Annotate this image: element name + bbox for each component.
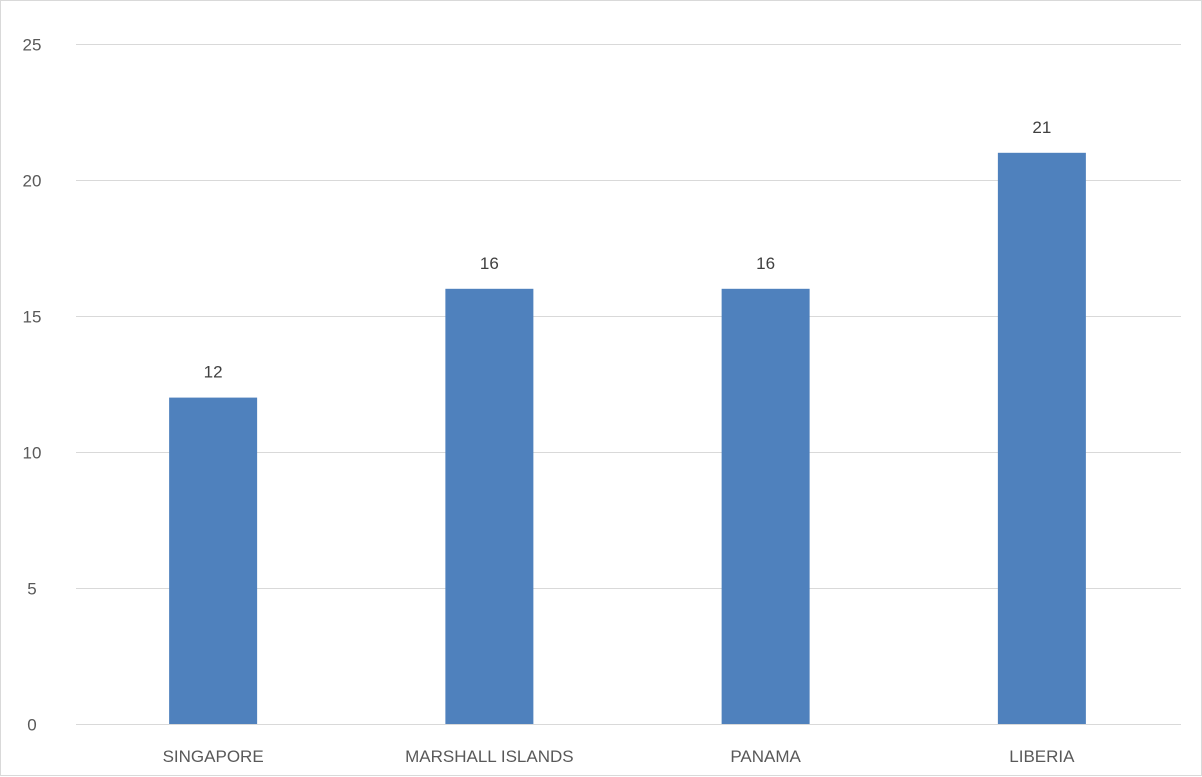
y-tick-label: 0 <box>27 716 36 735</box>
bar-singapore <box>169 397 258 724</box>
bar-panama <box>721 288 810 724</box>
data-label: 21 <box>1032 118 1051 137</box>
y-tick-label: 25 <box>23 36 42 55</box>
data-label: 12 <box>204 363 223 382</box>
bars <box>169 152 1086 725</box>
category-label: SINGAPORE <box>163 747 264 766</box>
bar-liberia <box>997 152 1086 725</box>
gridlines <box>76 44 1181 725</box>
data-label: 16 <box>480 254 499 273</box>
data-label: 16 <box>756 254 775 273</box>
y-tick-label: 15 <box>23 308 42 327</box>
y-axis-tick-labels: 0 5 10 15 20 25 <box>23 36 42 735</box>
category-label: MARSHALL ISLANDS <box>405 747 573 766</box>
data-labels: 12 16 16 21 <box>204 118 1052 382</box>
category-label: PANAMA <box>730 747 801 766</box>
bar-marshall-islands <box>445 288 534 724</box>
x-axis-category-labels: SINGAPORE MARSHALL ISLANDS PANAMA LIBERIA <box>163 747 1076 766</box>
y-tick-label: 20 <box>23 172 42 191</box>
category-label: LIBERIA <box>1009 747 1075 766</box>
y-tick-label: 10 <box>23 444 42 463</box>
y-tick-label: 5 <box>27 580 36 599</box>
